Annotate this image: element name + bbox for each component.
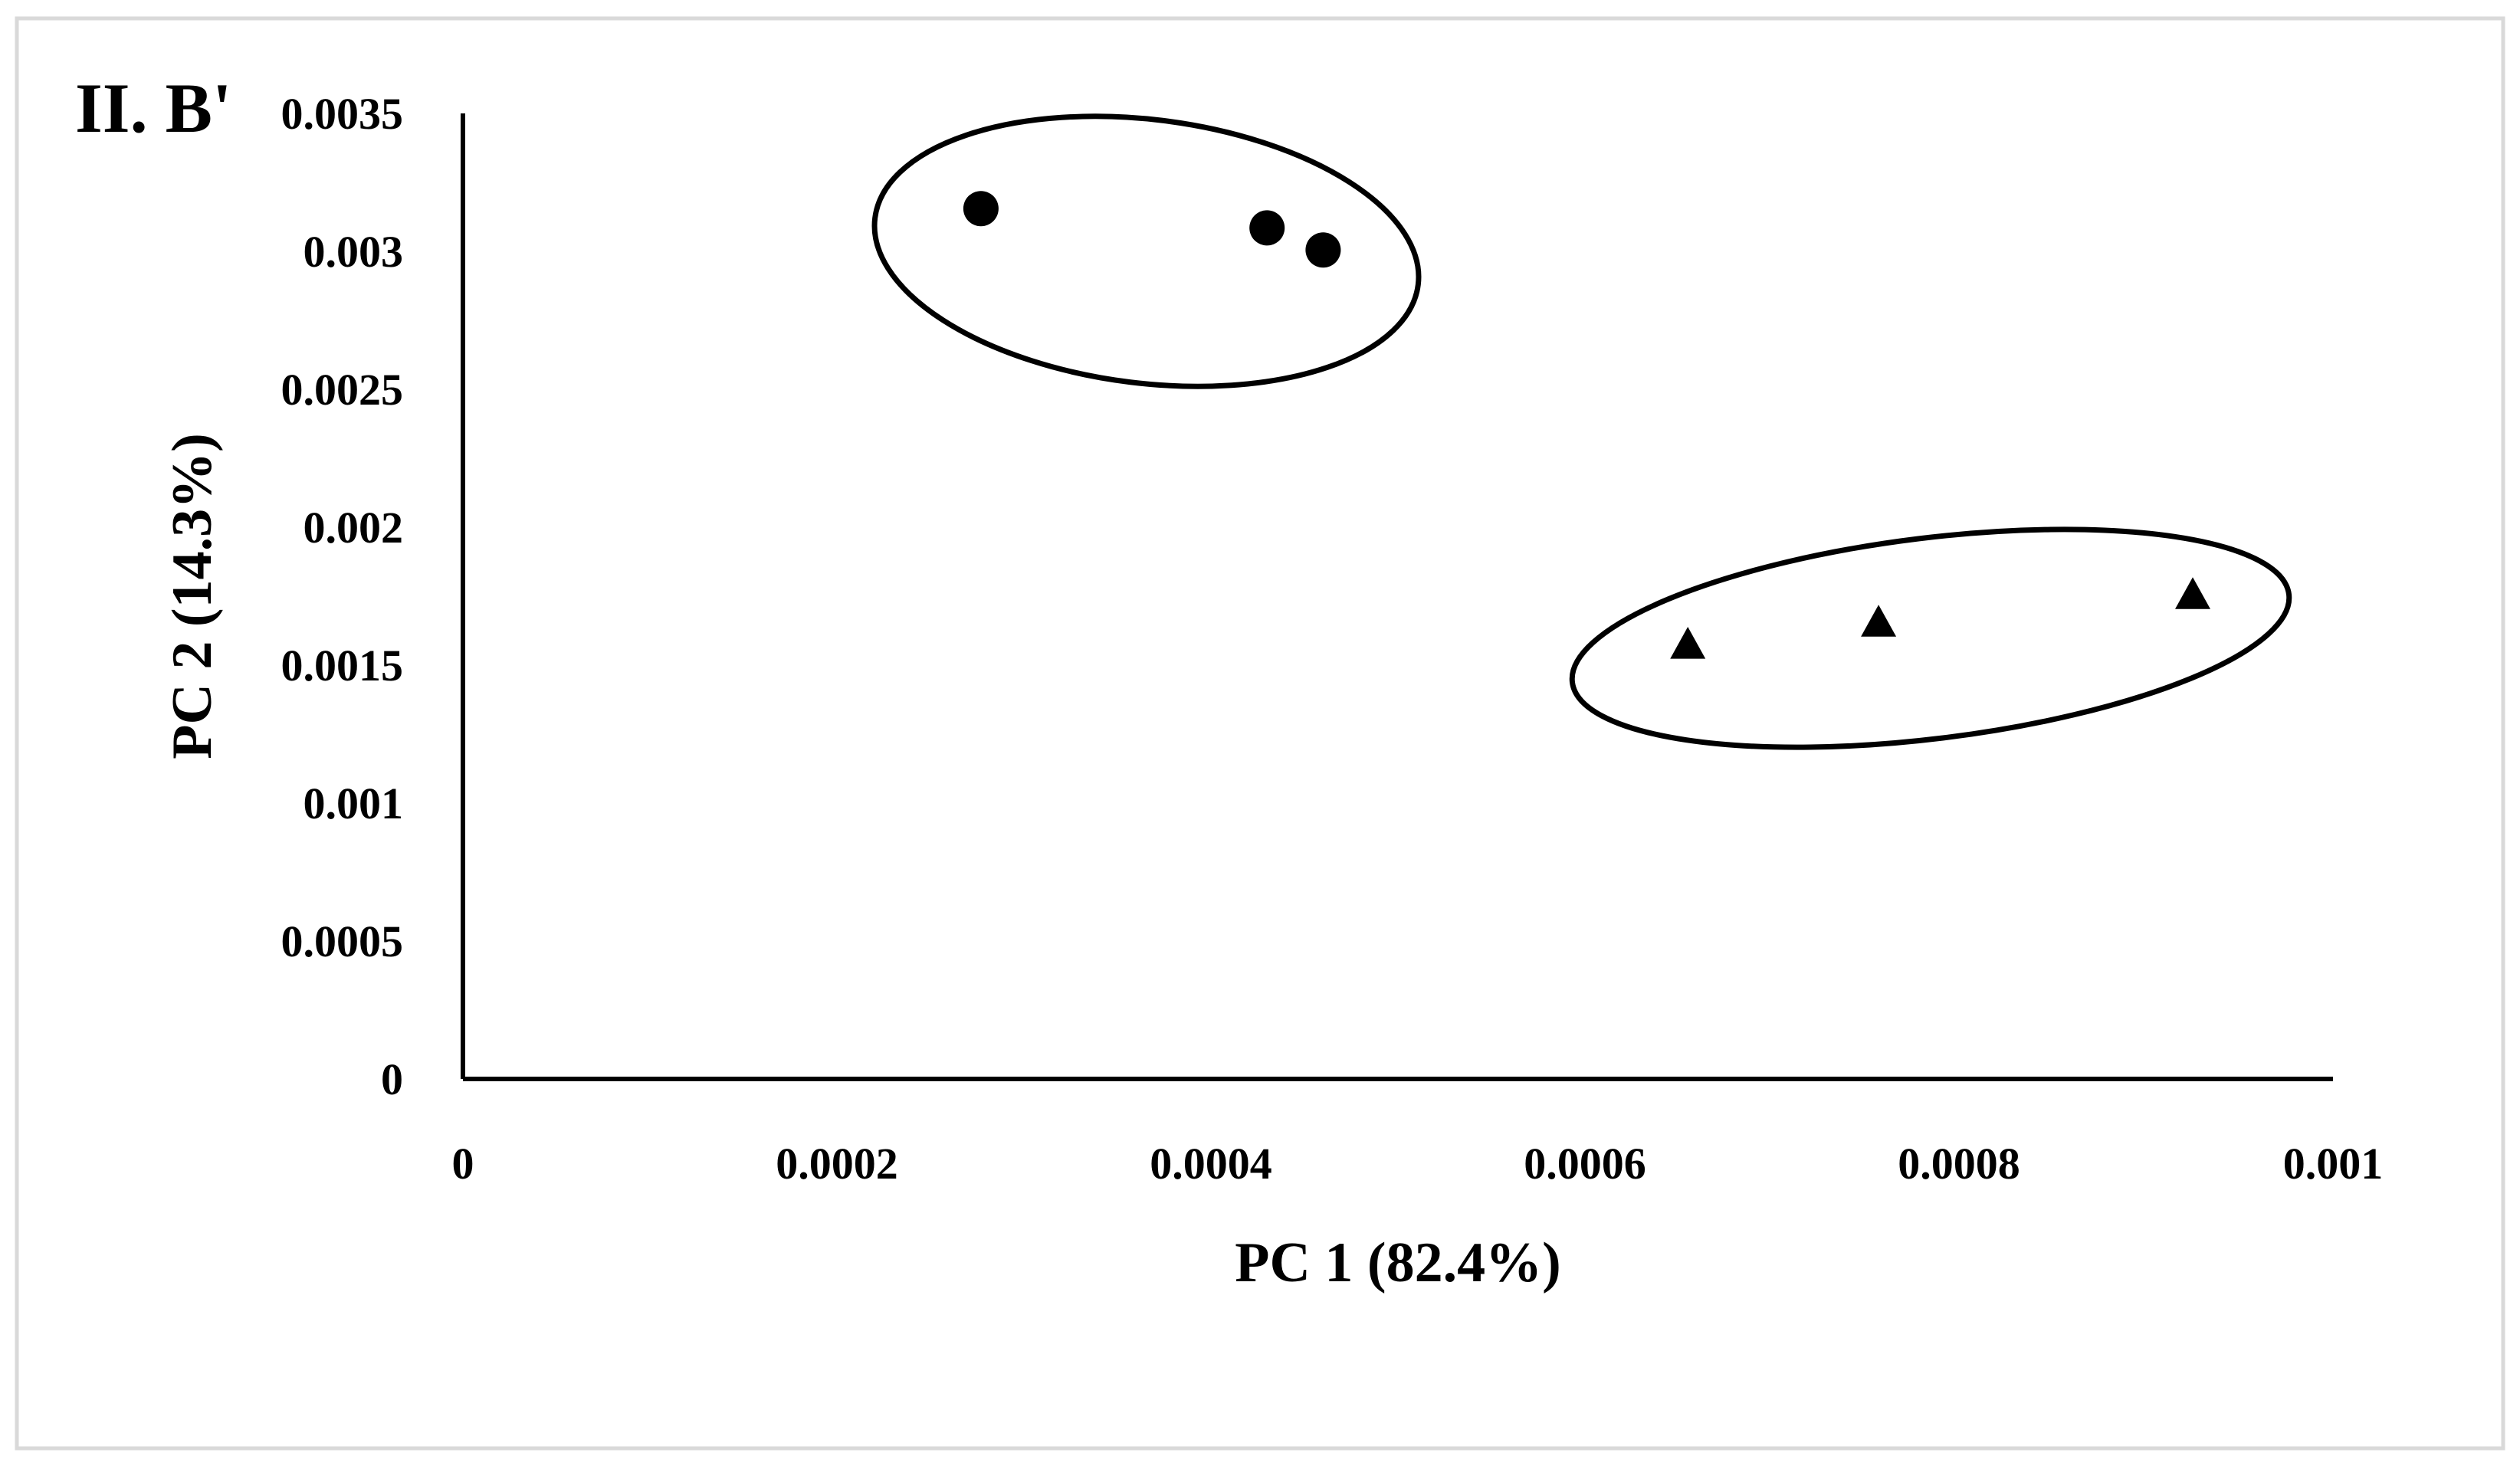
y-tick-labels: 0 0.0005 0.001 0.0015 0.002 0.0025 0.003 0.0035 (281, 89, 404, 1104)
x-tick-label: 0 (452, 1139, 474, 1189)
y-tick-label: 0.002 (304, 503, 404, 553)
chart-border (15, 16, 2505, 1451)
y-tick-label: 0.0025 (281, 365, 404, 415)
y-tick-label: 0 (381, 1054, 403, 1104)
scatter-point-circle (963, 191, 999, 227)
y-tick-label: 0.0015 (281, 641, 404, 690)
scatter-point-circle (1249, 210, 1285, 246)
y-tick-label: 0.003 (304, 227, 404, 277)
scatter-point-circle (1305, 232, 1341, 268)
x-tick-label: 0.0008 (1898, 1139, 2020, 1189)
x-tick-labels: 0 0.0002 0.0004 0.0006 0.0008 0.001 (452, 1139, 2384, 1189)
x-tick-label: 0.0004 (1150, 1139, 1272, 1189)
scatter-point-triangle (2175, 577, 2210, 609)
data-points (963, 191, 2210, 659)
scatter-point-triangle (1670, 627, 1706, 659)
x-axis-title: PC 1 (82.4%) (1235, 1231, 1560, 1294)
panel-label: II. B' (75, 69, 232, 147)
x-tick-label: 0.0002 (776, 1139, 898, 1189)
y-tick-label: 0.0005 (281, 916, 404, 966)
x-tick-label: 0.001 (2283, 1139, 2384, 1189)
scatter-point-triangle (1861, 605, 1897, 637)
y-tick-label: 0.0035 (281, 89, 404, 139)
y-tick-label: 0.001 (304, 779, 404, 828)
cluster-ellipse-triangle (1569, 526, 2292, 750)
y-axis-title: PC 2 (14.3%) (161, 433, 224, 759)
x-tick-label: 0.0006 (1524, 1139, 1646, 1189)
cluster-ellipses (871, 113, 2292, 750)
cluster-ellipse-circle (871, 113, 1422, 389)
